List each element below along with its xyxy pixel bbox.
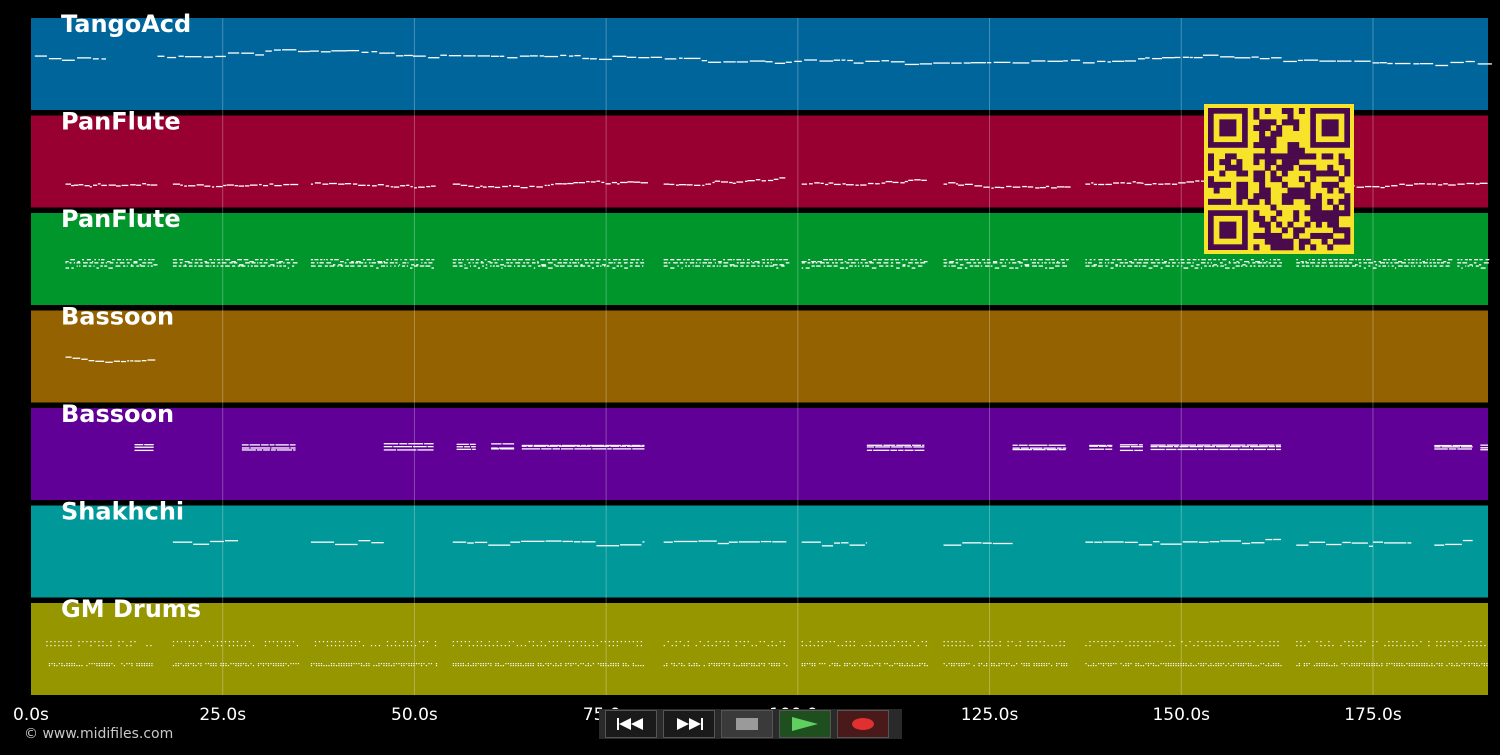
track-name: GM Drums xyxy=(61,595,201,623)
time-tick-label: 50.0s xyxy=(391,705,438,725)
time-tick-label: 175.0s xyxy=(1344,705,1402,725)
fast-forward-icon xyxy=(677,718,703,730)
track-name: Bassoon xyxy=(61,400,174,428)
stop-button[interactable] xyxy=(721,710,773,738)
play-icon xyxy=(792,717,818,731)
time-tick-label: 25.0s xyxy=(199,705,246,725)
time-tick-label: 0.0s xyxy=(13,705,49,725)
track-lane xyxy=(31,408,1488,500)
rewind-icon xyxy=(617,718,643,730)
track-name: PanFlute xyxy=(61,205,181,233)
fast-forward-button[interactable] xyxy=(663,710,715,738)
track-name: Bassoon xyxy=(61,303,174,331)
track-name: TangoAcd xyxy=(61,10,191,38)
time-tick-label: 125.0s xyxy=(961,705,1019,725)
track-name: PanFlute xyxy=(61,108,181,136)
time-grid xyxy=(222,18,1374,695)
track-lane xyxy=(31,505,1488,598)
qr-code xyxy=(1204,104,1354,254)
track-lane xyxy=(31,603,1488,695)
track-labels: TangoAcd PanFlute PanFlute Bassoon Bassoon Sh… xyxy=(61,10,201,623)
rewind-button[interactable] xyxy=(605,710,657,738)
note-layer xyxy=(34,49,1492,667)
track-lane xyxy=(31,310,1488,403)
play-button[interactable] xyxy=(779,710,831,738)
track-lane xyxy=(31,18,1488,110)
transport-controls xyxy=(599,709,902,739)
time-tick-label: 150.0s xyxy=(1152,705,1210,725)
stop-icon xyxy=(736,718,758,730)
record-button[interactable] xyxy=(837,710,889,738)
copyright-text: © www.midifiles.com xyxy=(24,726,174,742)
record-icon xyxy=(852,718,874,730)
track-name: Shakhchi xyxy=(61,498,184,526)
